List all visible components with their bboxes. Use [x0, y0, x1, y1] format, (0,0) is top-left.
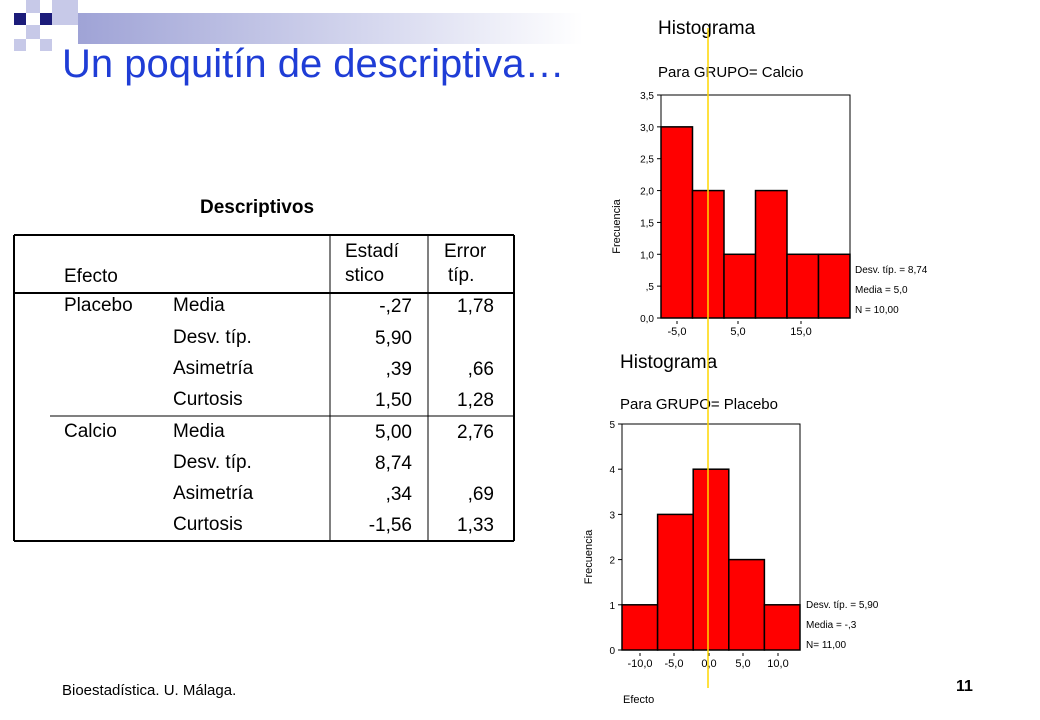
error-value: 1,33	[457, 515, 494, 536]
stat-value: ,34	[385, 484, 412, 505]
decor-square	[52, 0, 78, 25]
footer-text: Bioestadística. U. Málaga.	[62, 682, 237, 699]
histogram-bar	[692, 468, 730, 651]
stats-label: Media = 5,0	[855, 285, 908, 296]
histogram-bar	[621, 604, 659, 651]
histogram-bar	[754, 189, 788, 319]
decor-square	[14, 13, 26, 25]
x-tick-label: 5,0	[730, 326, 745, 338]
y-tick-label: 1,5	[640, 218, 654, 229]
y-tick-label: 3	[609, 510, 615, 521]
group-label: Calcio	[64, 421, 117, 442]
row-label: Media	[173, 295, 225, 316]
row-label: Desv. típ.	[173, 327, 252, 348]
x-tick-label: -5,0	[665, 658, 684, 670]
y-tick-label: ,5	[646, 282, 655, 293]
stat-value: ,39	[385, 359, 412, 380]
y-tick-label: 2,0	[640, 187, 654, 198]
chart-subtitle: Para GRUPO= Calcio	[658, 64, 803, 81]
row-label: Curtosis	[173, 514, 243, 535]
row-label: Asimetría	[173, 358, 254, 379]
error-value: 1,28	[457, 390, 494, 411]
page-number: 11	[956, 678, 973, 695]
decor-square	[14, 39, 26, 51]
y-tick-label: 1,0	[640, 250, 654, 261]
row-label: Curtosis	[173, 389, 243, 410]
y-tick-label: 0	[609, 646, 615, 657]
stats-label: N= 11,00	[806, 640, 847, 651]
y-axis-label: Frecuencia	[583, 529, 595, 584]
stats-label: N = 10,00	[855, 305, 899, 316]
x-tick-label: 15,0	[790, 326, 811, 338]
header-row-label: Efecto	[64, 266, 118, 287]
y-tick-label: 3,5	[640, 91, 654, 102]
histogram-bar	[656, 513, 694, 651]
y-tick-label: 1	[609, 601, 615, 612]
x-tick-label: 10,0	[767, 658, 788, 670]
x-tick-label: -5,0	[668, 326, 687, 338]
histogram-bar	[786, 253, 820, 319]
stats-label: Desv. típ. = 8,74	[855, 265, 928, 276]
y-tick-label: 2	[609, 556, 615, 567]
row-label: Media	[173, 421, 225, 442]
error-value: 2,76	[457, 422, 494, 443]
histogram-bar	[660, 126, 694, 319]
chart-subtitle: Para GRUPO= Placebo	[620, 396, 778, 413]
y-tick-label: 2,5	[640, 155, 654, 166]
histogram-bar	[728, 558, 766, 651]
chart-title: Histograma	[658, 18, 756, 39]
stat-value: 5,90	[375, 328, 412, 349]
histogram-bar	[723, 253, 757, 319]
y-tick-label: 4	[609, 465, 615, 476]
decor-square	[26, 25, 40, 39]
decor-square	[40, 13, 52, 25]
decor-gradient-bar	[78, 13, 583, 44]
stat-value: -,27	[379, 296, 412, 317]
x-tick-label: 5,0	[735, 658, 750, 670]
stats-label: Desv. típ. = 5,90	[806, 600, 879, 611]
chart-title: Histograma	[620, 352, 718, 373]
decor-square	[26, 0, 40, 13]
header-error-line1: Error	[444, 241, 487, 262]
histogram-bar	[763, 604, 801, 651]
y-tick-label: 5	[609, 420, 615, 431]
row-label: Asimetría	[173, 483, 254, 504]
decor-square	[40, 39, 52, 51]
error-value: ,69	[467, 484, 494, 505]
row-label: Desv. típ.	[173, 452, 252, 473]
header-stat-line2: stico	[345, 265, 385, 286]
error-value: ,66	[467, 359, 494, 380]
x-axis-label: Efecto	[623, 694, 654, 706]
error-value: 1,78	[457, 296, 494, 317]
header-error-line2: típ.	[448, 265, 475, 286]
x-tick-label: 0,0	[701, 658, 716, 670]
y-tick-label: 0,0	[640, 314, 654, 325]
y-axis-label: Frecuencia	[611, 198, 623, 253]
stat-value: 5,00	[375, 422, 412, 443]
group-label: Placebo	[64, 295, 133, 316]
y-tick-label: 3,0	[640, 123, 654, 134]
slide-title: Un poquitín de descriptiva…	[62, 42, 565, 86]
stats-label: Media = -,3	[806, 620, 857, 631]
stat-value: 8,74	[375, 453, 412, 474]
table-title: Descriptivos	[200, 197, 315, 218]
stat-value: -1,56	[368, 515, 412, 536]
header-stat-line1: Estadí	[345, 241, 399, 262]
histogram-bar	[817, 253, 851, 319]
x-tick-label: -10,0	[627, 658, 652, 670]
stat-value: 1,50	[375, 390, 412, 411]
